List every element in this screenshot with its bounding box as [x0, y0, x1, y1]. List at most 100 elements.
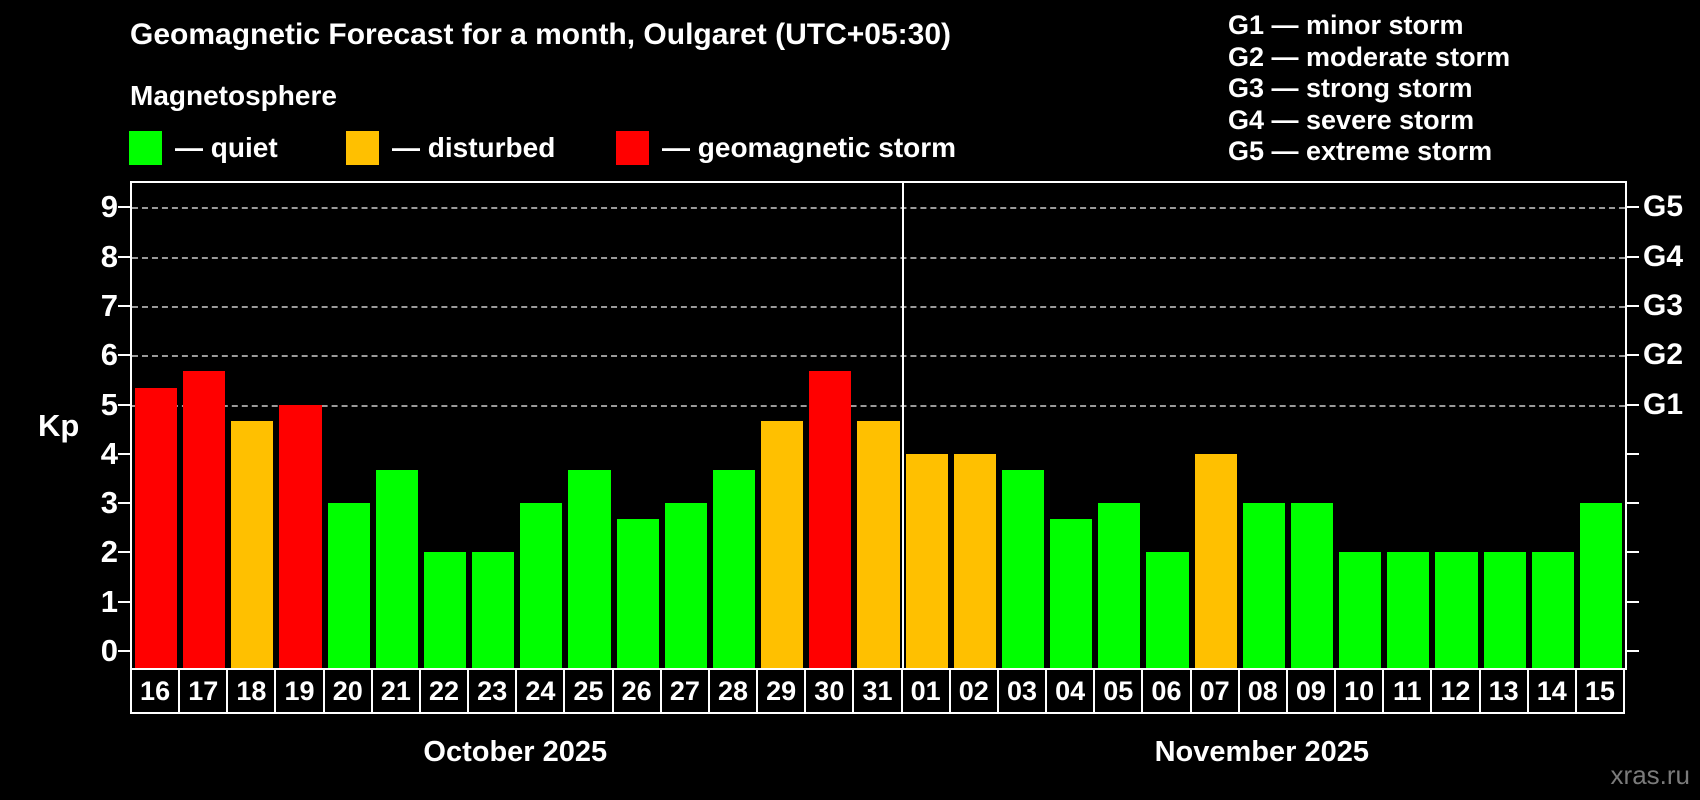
- day-label-21: 21: [370, 668, 421, 714]
- right-tick-8: [1627, 255, 1639, 258]
- day-label-16: 16: [130, 668, 181, 714]
- day-label-19: 19: [274, 668, 325, 714]
- quiet-color-swatch: [129, 131, 162, 165]
- right-tick-9: [1627, 206, 1639, 209]
- watermark: xras.ru: [1610, 760, 1690, 790]
- day-label-30: 30: [804, 668, 855, 714]
- kp-bar-05: [1098, 503, 1141, 668]
- kp-bar-07: [1194, 453, 1237, 668]
- month-divider: [901, 183, 904, 668]
- kp-bar-13: [1483, 552, 1526, 668]
- kp-bar-19: [279, 404, 322, 668]
- chart-subtitle: Magnetosphere: [130, 80, 337, 111]
- y-tick-label-2: 2: [100, 534, 118, 570]
- left-tick-2: [118, 551, 130, 554]
- gridline-kp5: [132, 404, 1625, 407]
- right-tick-6: [1627, 354, 1639, 357]
- day-label-29: 29: [756, 668, 807, 714]
- right-tick-3: [1627, 502, 1639, 505]
- kp-bar-09: [1290, 503, 1334, 668]
- kp-bar-04: [1050, 519, 1093, 668]
- day-label-24: 24: [515, 668, 566, 714]
- kp-bar-29: [761, 420, 804, 668]
- kp-bar-02: [953, 453, 996, 668]
- legend-label-disturbed: — disturbed: [392, 132, 556, 163]
- kp-bar-12: [1435, 552, 1478, 668]
- day-label-13: 13: [1478, 668, 1529, 714]
- kp-bar-18: [231, 420, 274, 668]
- legend-label-storm: — geomagnetic storm: [662, 132, 957, 163]
- month-label-november: November 2025: [1154, 736, 1369, 768]
- y-tick-label-1: 1: [100, 583, 118, 619]
- y-tick-label-3: 3: [100, 485, 118, 521]
- day-label-04: 04: [1045, 668, 1096, 714]
- kp-bar-27: [664, 503, 707, 668]
- kp-bar-16: [135, 388, 178, 668]
- kp-bar-06: [1146, 552, 1189, 668]
- g-legend-line-g5: G5 — extreme storm: [1228, 136, 1493, 166]
- left-tick-3: [118, 502, 130, 505]
- g-tick-label-G5: G5: [1643, 190, 1684, 224]
- left-tick-6: [118, 354, 130, 357]
- legend-item-disturbed: — disturbed: [346, 130, 555, 166]
- day-label-06: 06: [1141, 668, 1192, 714]
- kp-bar-31: [857, 420, 900, 668]
- g-tick-label-G3: G3: [1643, 288, 1684, 322]
- y-axis-title: Kp: [38, 408, 80, 443]
- kp-bar-14: [1531, 552, 1574, 668]
- kp-bar-10: [1339, 552, 1382, 668]
- month-label-october: October 2025: [423, 736, 608, 768]
- g-tick-label-G1: G1: [1643, 387, 1684, 421]
- left-tick-9: [118, 206, 130, 209]
- right-tick-5: [1627, 403, 1639, 406]
- kp-bar-03: [1001, 470, 1045, 668]
- left-tick-5: [118, 403, 130, 406]
- y-tick-label-9: 9: [100, 189, 118, 225]
- day-label-07: 07: [1189, 668, 1240, 714]
- right-tick-2: [1627, 551, 1639, 554]
- kp-bar-15: [1579, 503, 1622, 668]
- g-legend-line-g1: G1 — minor storm: [1228, 10, 1464, 40]
- y-tick-label-4: 4: [100, 435, 118, 471]
- g-tick-label-G4: G4: [1643, 239, 1684, 273]
- g-legend-line-g4: G4 — severe storm: [1228, 104, 1475, 135]
- kp-bar-22: [423, 552, 467, 668]
- day-label-05: 05: [1093, 668, 1144, 714]
- disturbed-color-swatch: [346, 131, 379, 165]
- plot-area: [132, 183, 1625, 668]
- right-axis-line: [1625, 181, 1627, 670]
- day-label-12: 12: [1430, 668, 1481, 714]
- kp-bar-26: [616, 519, 659, 668]
- plot-top-border: [130, 181, 1627, 183]
- gridline-kp9: [132, 207, 1625, 210]
- left-tick-8: [118, 255, 130, 258]
- y-tick-label-7: 7: [100, 287, 118, 323]
- y-tick-label-5: 5: [100, 386, 118, 422]
- g-tick-label-G2: G2: [1643, 338, 1684, 372]
- kp-bar-17: [183, 371, 226, 668]
- day-label-18: 18: [226, 668, 277, 714]
- left-tick-4: [118, 452, 130, 455]
- kp-bar-23: [472, 552, 515, 668]
- gridline-kp8: [132, 256, 1625, 259]
- storm-color-swatch: [616, 131, 649, 165]
- kp-bar-01: [905, 453, 948, 668]
- kp-bar-28: [712, 470, 756, 668]
- day-label-02: 02: [948, 668, 999, 714]
- kp-bar-25: [568, 470, 611, 668]
- day-label-25: 25: [563, 668, 614, 714]
- kp-bar-30: [809, 371, 852, 668]
- gridline-kp7: [132, 305, 1625, 308]
- kp-bar-20: [327, 503, 370, 668]
- right-tick-0: [1627, 650, 1639, 652]
- day-label-03: 03: [996, 668, 1048, 714]
- y-tick-label-6: 6: [100, 337, 118, 373]
- day-label-17: 17: [178, 668, 229, 714]
- day-label-31: 31: [852, 668, 903, 714]
- day-label-01: 01: [900, 668, 951, 714]
- page-title: Geomagnetic Forecast for a month, Oulgar…: [130, 18, 952, 51]
- day-label-10: 10: [1334, 668, 1385, 714]
- day-label-15: 15: [1574, 668, 1625, 714]
- g-legend-line-g3: G3 — strong storm: [1228, 73, 1473, 103]
